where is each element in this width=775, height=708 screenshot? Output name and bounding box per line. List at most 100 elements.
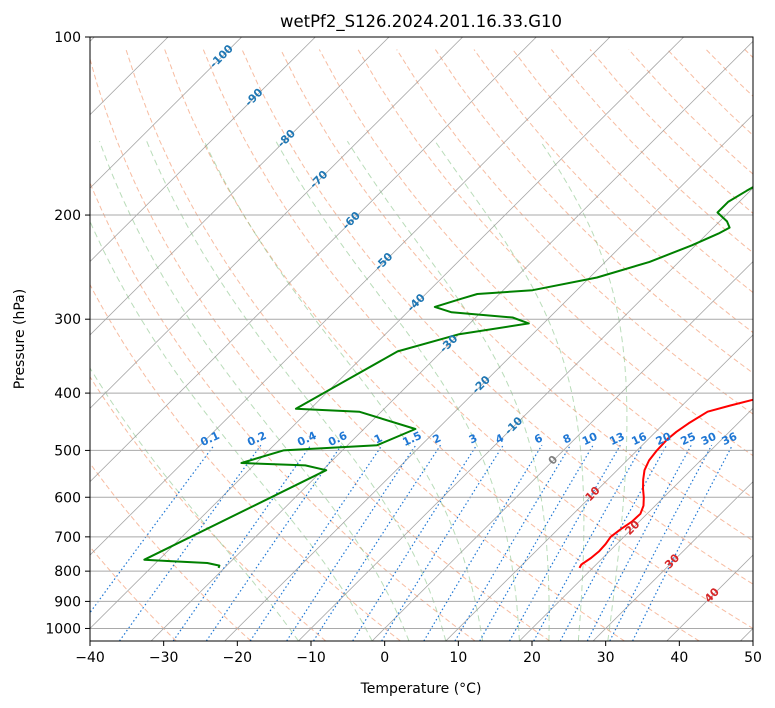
dry-adiabat-line <box>667 49 753 136</box>
x-tick-label: −10 <box>296 650 326 666</box>
isotherm-line <box>90 37 242 189</box>
isotherm-line <box>90 37 390 336</box>
dry-adiabat-label: -50 <box>372 250 395 273</box>
moist-adiabat-line <box>539 140 628 641</box>
isotherm-line <box>90 37 611 556</box>
dry-adiabat-label: -40 <box>405 291 428 314</box>
y-tick-label: 600 <box>54 490 81 506</box>
mixing-ratio-line <box>381 444 504 641</box>
x-tick-label: −40 <box>75 650 105 666</box>
x-tick-label: 40 <box>670 650 688 666</box>
mixing-ratio-label: 13 <box>607 430 626 448</box>
dry-adiabat-line <box>90 283 401 641</box>
y-tick-label: 900 <box>54 594 81 610</box>
mixing-ratio-line <box>352 444 478 641</box>
mixing-ratio-label: 20 <box>654 430 674 448</box>
mixing-ratio-label: 16 <box>630 430 650 448</box>
dry-adiabat-line <box>202 49 753 630</box>
x-axis-ticks: −40 −30 −20 −10 0 10 20 30 40 50 <box>75 641 762 666</box>
mixing-ratio-label: 0.4 <box>295 429 318 449</box>
dry-adiabat-line <box>512 49 753 294</box>
mixing-ratio-label: 3 <box>467 431 479 446</box>
dry-adiabat-label: 20 <box>622 517 642 537</box>
dry-adiabat-label: -100 <box>207 42 236 71</box>
mixing-ratio-label: 1 <box>372 431 384 446</box>
mixing-ratio-line <box>312 444 442 641</box>
y-tick-label: 300 <box>54 312 81 328</box>
mixing-ratio-line <box>249 444 383 641</box>
temperature-profile-line <box>578 398 753 569</box>
mixing-ratio-line <box>423 444 543 641</box>
x-tick-label: 10 <box>449 650 467 666</box>
y-tick-label: 1000 <box>45 621 81 637</box>
dry-adiabat-line <box>280 49 753 542</box>
series-group <box>143 186 753 569</box>
dry-adiabat-label: -80 <box>275 127 298 150</box>
dry-adiabat-label: 0 <box>546 453 561 468</box>
mixing-ratio-line <box>508 444 621 641</box>
dry-adiabat-line <box>164 49 700 641</box>
moist-adiabat-line <box>434 140 585 641</box>
x-tick-label: −20 <box>223 650 253 666</box>
y-tick-label: 500 <box>54 443 81 459</box>
mixing-ratio-line <box>90 444 215 614</box>
dewpoint-profile-line <box>143 186 753 569</box>
x-tick-label: 50 <box>744 650 762 666</box>
dry-adiabat-label: 30 <box>662 551 682 571</box>
plot-frame <box>89 36 754 642</box>
background-lines <box>90 37 753 641</box>
isotherm-line <box>519 407 753 641</box>
isotherm-line <box>740 627 753 641</box>
dry-adiabat-line <box>90 57 551 641</box>
x-tick-label: 0 <box>380 650 389 666</box>
y-tick-label: 800 <box>54 564 81 580</box>
mixing-ratio-line <box>119 444 262 641</box>
mixing-ratio-label: 25 <box>679 430 698 448</box>
mixing-ratio-line <box>586 444 692 641</box>
isotherm-line <box>298 187 753 641</box>
chart-title: wetPf2_S126.2024.201.16.33.G10 <box>280 12 562 32</box>
dry-adiabat-label: -60 <box>340 209 363 232</box>
moist-adiabat-line <box>203 140 484 641</box>
mixing-ratio-line <box>609 444 713 641</box>
mixing-ratio-label: 36 <box>720 430 740 448</box>
y-tick-label: 200 <box>54 208 81 224</box>
isotherm-line <box>666 554 753 641</box>
isotherm-line <box>445 334 753 641</box>
x-tick-label: 20 <box>523 650 541 666</box>
isotherm-line <box>224 114 753 641</box>
mixing-ratio-label: 30 <box>699 430 719 448</box>
isotherm-line <box>90 37 537 483</box>
dry-adiabat-line <box>744 49 753 59</box>
mixing-ratio-label: 0.2 <box>245 429 268 449</box>
mixing-ratio-line <box>533 444 643 641</box>
dry-adiabat-label: -10 <box>502 414 525 437</box>
dry-adiabat-line <box>90 375 327 641</box>
x-axis-title: Temperature (°C) <box>360 681 482 697</box>
x-tick-label: 30 <box>597 650 615 666</box>
y-tick-label: 100 <box>54 30 81 46</box>
dry-adiabat-line <box>357 49 753 457</box>
dry-adiabat-label: -70 <box>307 168 330 191</box>
y-tick-label: 700 <box>54 530 81 546</box>
dry-adiabat-label: -90 <box>242 86 265 109</box>
y-axis-ticks: 1000 900 800 700 600 500 400 300 200 100 <box>45 30 90 637</box>
dry-adiabat-label: 10 <box>583 484 603 504</box>
isotherm-line <box>90 37 463 409</box>
dry-adiabat-line <box>241 49 753 585</box>
dry-adiabat-label: 40 <box>702 585 722 605</box>
dry-adiabat-line <box>125 49 625 641</box>
mixing-ratio-label: 2 <box>431 431 443 446</box>
y-axis-title: Pressure (hPa) <box>12 289 28 389</box>
isotherm-line <box>592 481 753 641</box>
dry-adiabat-line <box>90 546 177 641</box>
dry-adiabat-line <box>90 181 476 641</box>
mixing-ratio-line <box>286 444 417 641</box>
isotherm-line <box>371 260 753 641</box>
moist-adiabat-line <box>90 367 299 641</box>
mixing-ratio-label: 0.1 <box>198 429 221 449</box>
mixing-ratio-line <box>172 444 312 641</box>
x-tick-label: −30 <box>149 650 179 666</box>
